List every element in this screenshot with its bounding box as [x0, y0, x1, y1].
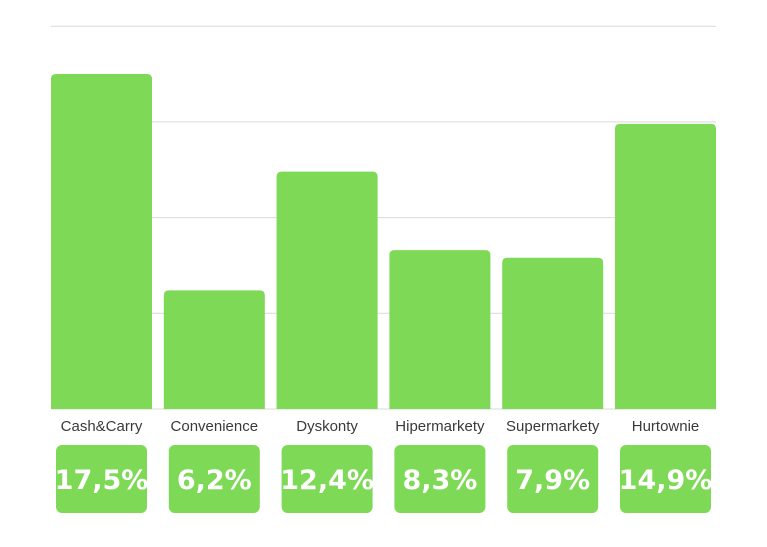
bar-supermarkety — [502, 257, 604, 409]
bars — [51, 74, 716, 410]
category-label: Hurtownie — [632, 418, 700, 435]
category-label: Supermarkety — [506, 418, 600, 435]
bar-cash-carry — [51, 74, 152, 410]
value-label: 7,9% — [515, 465, 590, 496]
value-label-box — [56, 445, 147, 513]
category-label: Cash&Carry — [61, 418, 143, 435]
category-label: Convenience — [171, 418, 259, 435]
category-label: Hipermarkety — [395, 418, 485, 435]
value-label: 12,4% — [280, 465, 374, 496]
value-labels: 17,5% 6,2% 12,4% 8,3% 7,9% 14,9% — [55, 445, 713, 513]
category-labels: Cash&Carry Convenience Dyskonty Hipermarket… — [61, 418, 700, 435]
value-label-box — [507, 445, 599, 513]
gridlines — [51, 25, 716, 410]
value-label-box — [394, 445, 486, 513]
value-label-box — [281, 445, 373, 513]
value-label: 14,9% — [619, 465, 713, 496]
category-label: Dyskonty — [296, 418, 358, 435]
value-label-box — [620, 445, 711, 513]
bar-convenience — [163, 290, 265, 409]
value-label: 6,2% — [177, 465, 252, 496]
bar-hurtownie — [615, 123, 716, 410]
value-label: 8,3% — [402, 465, 477, 496]
value-label-box — [168, 445, 260, 513]
value-label: 17,5% — [55, 465, 149, 496]
bar-dyskonty — [276, 171, 378, 409]
bar-hipermarkety — [389, 250, 491, 409]
